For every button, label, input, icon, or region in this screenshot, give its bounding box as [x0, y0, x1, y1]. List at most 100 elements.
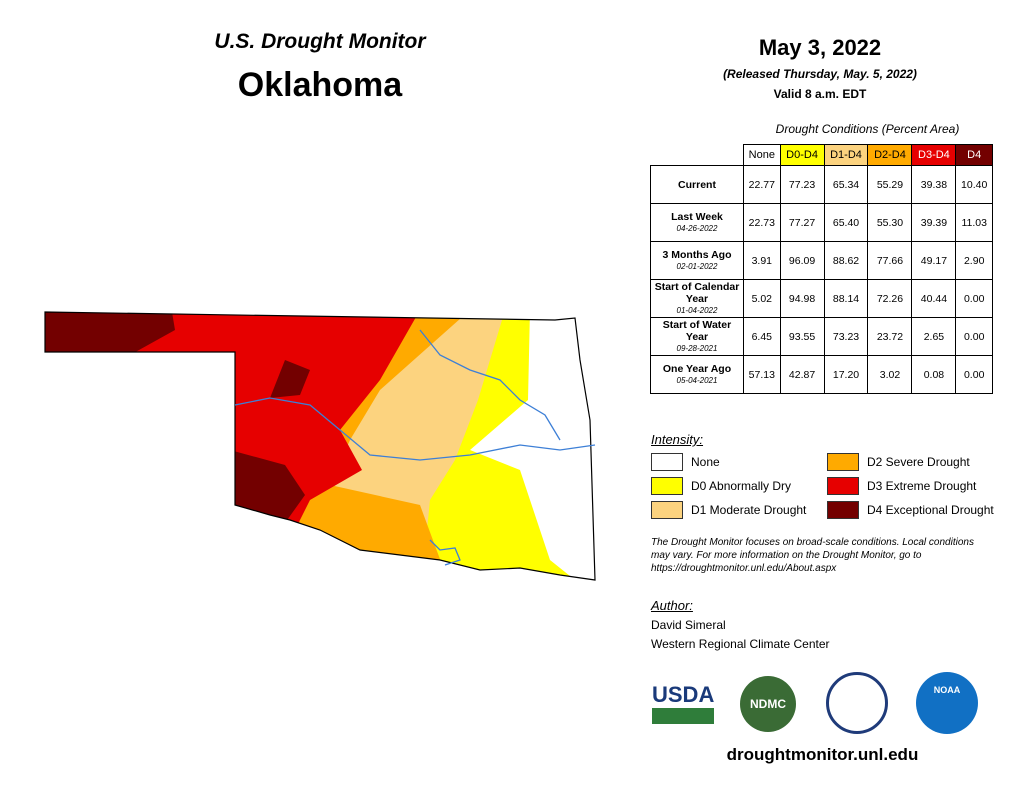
cell-value: 17.20 [823, 355, 869, 394]
row-label: Last Week 04-26-2022 [650, 203, 744, 242]
state: Oklahoma [237, 66, 403, 104]
row-name: One Year Ago [662, 362, 732, 375]
legend-label: D3 Extreme Drought [867, 479, 977, 493]
cell-value: 5.02 [743, 279, 781, 318]
row-date: 02-01-2022 [676, 261, 718, 271]
row-label: Start of Calendar Year 01-04-2022 [650, 279, 744, 318]
cell-value: 77.66 [867, 241, 913, 280]
ndmc-logo: NDMC [740, 676, 796, 732]
cell-value: 93.55 [779, 317, 825, 356]
cell-value: 88.14 [823, 279, 869, 318]
map [44, 311, 596, 581]
cell-value: 10.40 [955, 165, 993, 204]
doc-logo [826, 672, 888, 734]
conditions-table: None D0-D4 D1-D4 D2-D4 D3-D4 D4 Current 22.77 77… [650, 144, 993, 394]
column-header: None [743, 144, 781, 166]
row-date: 01-04-2022 [676, 305, 718, 315]
legend-label: D0 Abnormally Dry [691, 479, 792, 493]
legend: None D0 Abnormally Dry D1 Moderate Drought… [651, 453, 1011, 523]
date: May 3, 2022 [758, 35, 882, 60]
row-label: Start of Water Year 09-28-2021 [650, 317, 744, 356]
table-row: One Year Ago 05-04-2021 57.13 42.87 17.20 3.0… [650, 355, 993, 394]
cell-value: 2.65 [911, 317, 957, 356]
legend-swatch [651, 453, 683, 471]
cell-value: 88.62 [823, 241, 869, 280]
cell-value: 73.23 [823, 317, 869, 356]
url: droughtmonitor.unl.edu [726, 745, 919, 764]
cell-value: 0.00 [955, 279, 993, 318]
legend-swatch [827, 477, 859, 495]
column-header: D2-D4 [867, 144, 913, 166]
cell-value: 2.90 [955, 241, 993, 280]
cell-value: 77.27 [779, 203, 825, 242]
cell-value: 55.30 [867, 203, 913, 242]
table-row: 3 Months Ago 02-01-2022 3.91 96.09 88.62 77.6… [650, 241, 993, 280]
cell-value: 96.09 [779, 241, 825, 280]
cell-value: 22.73 [743, 203, 781, 242]
cell-value: 11.03 [955, 203, 993, 242]
cell-value: 3.91 [743, 241, 781, 280]
cell-value: 39.39 [911, 203, 957, 242]
row-name: Last Week [671, 210, 723, 223]
cell-value: 40.44 [911, 279, 957, 318]
legend-label: D1 Moderate Drought [691, 503, 807, 517]
cell-value: 0.00 [955, 355, 993, 394]
cell-value: 49.17 [911, 241, 957, 280]
released: (Released Thursday, May. 5, 2022) [723, 67, 917, 81]
usda-swoosh [652, 708, 714, 724]
cell-value: 72.26 [867, 279, 913, 318]
column-header: D3-D4 [911, 144, 957, 166]
column-header: D1-D4 [823, 144, 869, 166]
cell-value: 6.45 [743, 317, 781, 356]
column-header: D0-D4 [779, 144, 825, 166]
table-row: Current 22.77 77.23 65.34 55.29 39.38 10.40 [650, 165, 993, 204]
row-date: 09-28-2021 [676, 343, 718, 353]
cell-value: 0.08 [911, 355, 957, 394]
cell-value: 94.98 [779, 279, 825, 318]
column-header: D4 [955, 144, 993, 166]
cell-value: 39.38 [911, 165, 957, 204]
title: U.S. Drought Monitor [214, 30, 426, 53]
cell-value: 3.02 [867, 355, 913, 394]
legend-swatch [651, 477, 683, 495]
row-name: Current [678, 178, 716, 191]
author-heading: Author: [651, 598, 693, 613]
legend-swatch [827, 501, 859, 519]
table-row: Start of Water Year 09-28-2021 6.45 93.55 73… [650, 317, 993, 356]
cell-value: 23.72 [867, 317, 913, 356]
valid: Valid 8 a.m. EDT [773, 87, 867, 101]
row-date: 04-26-2022 [676, 223, 718, 233]
row-date: 05-04-2021 [676, 375, 718, 385]
cell-value: 57.13 [743, 355, 781, 394]
legend-swatch [651, 501, 683, 519]
row-label: 3 Months Ago 02-01-2022 [650, 241, 744, 280]
cell-value: 0.00 [955, 317, 993, 356]
legend-swatch [827, 453, 859, 471]
legend-label: None [691, 455, 720, 469]
cell-value: 42.87 [779, 355, 825, 394]
cell-value: 65.34 [823, 165, 869, 204]
author-name: David Simeral [651, 618, 726, 632]
row-label: Current [650, 165, 744, 204]
legend-label: D2 Severe Drought [867, 455, 970, 469]
header-row: None D0-D4 D1-D4 D2-D4 D3-D4 D4 [651, 144, 993, 166]
author-org: Western Regional Climate Center [651, 637, 830, 651]
cell-value: 65.40 [823, 203, 869, 242]
noaa-logo: NOAA [916, 672, 978, 734]
table-row: Last Week 04-26-2022 22.73 77.27 65.40 55.30 3… [650, 203, 993, 242]
cell-value: 22.77 [743, 165, 781, 204]
corner [651, 145, 744, 166]
usda-logo: USDA [652, 682, 715, 707]
legend-title: Intensity: [651, 432, 704, 447]
legend-label: D4 Exceptional Drought [867, 503, 994, 517]
note: The Drought Monitor focuses on broad-sca… [651, 537, 974, 574]
table-row: Start of Calendar Year 01-04-2022 5.02 94.9… [650, 279, 993, 318]
cell-value: 77.23 [779, 165, 825, 204]
row-name: 3 Months Ago [662, 248, 732, 261]
row-name: Start of Calendar Year [654, 280, 740, 305]
row-label: One Year Ago 05-04-2021 [650, 355, 744, 394]
table-caption: Drought Conditions (Percent Area) [775, 122, 960, 136]
row-name: Start of Water Year [662, 318, 732, 343]
cell-value: 55.29 [867, 165, 913, 204]
